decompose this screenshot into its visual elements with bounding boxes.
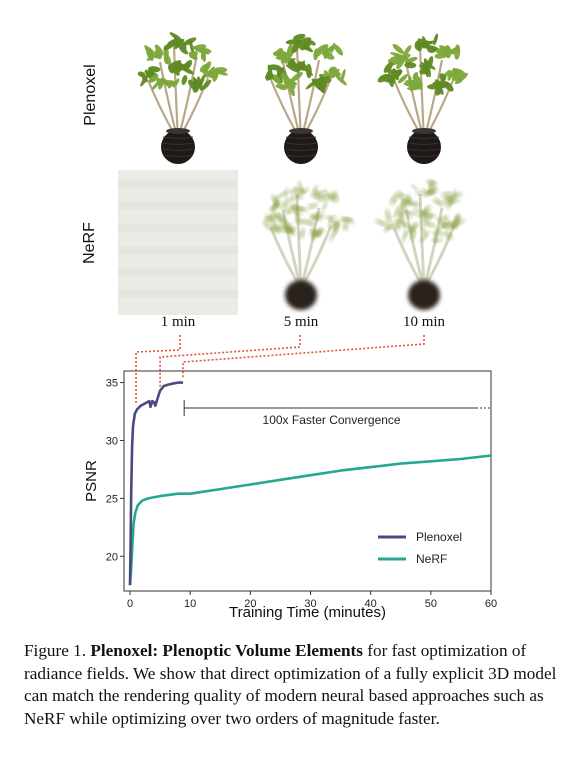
x-tick-label: 0 — [127, 598, 133, 610]
time-label-5min: 5 min — [283, 314, 319, 330]
x-tick-label: 10 — [184, 598, 196, 610]
render-image-nerf-10min — [375, 179, 466, 310]
render-image-nerf-1min — [118, 170, 238, 315]
legend-label-plenoxel: Plenoxel — [416, 530, 462, 544]
render-image-nerf-5min — [262, 180, 355, 310]
time-connector-2 — [182, 335, 425, 379]
legend-label-nerf: NeRF — [416, 552, 447, 566]
y-tick-label: 20 — [106, 551, 118, 563]
time-connector-1 — [159, 335, 301, 387]
y-axis-label: PSNR — [83, 460, 100, 502]
y-tick-label: 25 — [106, 493, 118, 505]
series-line-nerf — [128, 454, 492, 586]
figure-caption: Figure 1. Plenoxel: Plenoptic Volume Ele… — [24, 640, 569, 730]
render-image-plenoxel-5min — [264, 33, 347, 164]
y-tick-label: 35 — [106, 378, 118, 390]
time-connector-0 — [135, 335, 181, 406]
render-image-plenoxel-10min — [377, 33, 468, 164]
plot-frame — [123, 370, 492, 592]
y-tick-label: 30 — [106, 435, 118, 447]
time-label-10min: 10 min — [402, 314, 446, 330]
render-image-plenoxel-1min — [137, 32, 228, 164]
x-tick-label: 50 — [425, 598, 437, 610]
x-tick-label: 30 — [304, 598, 316, 610]
x-axis-label: Training Time (minutes) — [229, 604, 386, 621]
psnr-chart: 0 10 20 30 40 50 60 20 25 30 35 Training Time (minu… — [83, 335, 497, 621]
caption-body: for fast optimization of radiance fields… — [24, 641, 557, 728]
convergence-annotation: 100x Faster Convergence — [263, 413, 401, 427]
series-line-plenoxel — [128, 381, 183, 586]
time-label-1min: 1 min — [160, 314, 196, 330]
caption-title: Plenoxel: Plenoptic Volume Elements — [90, 641, 363, 660]
x-tick-label: 40 — [365, 598, 377, 610]
caption-figure-label: Figure 1. — [24, 641, 91, 660]
x-tick-label: 60 — [485, 598, 497, 610]
x-tick-label: 20 — [244, 598, 256, 610]
